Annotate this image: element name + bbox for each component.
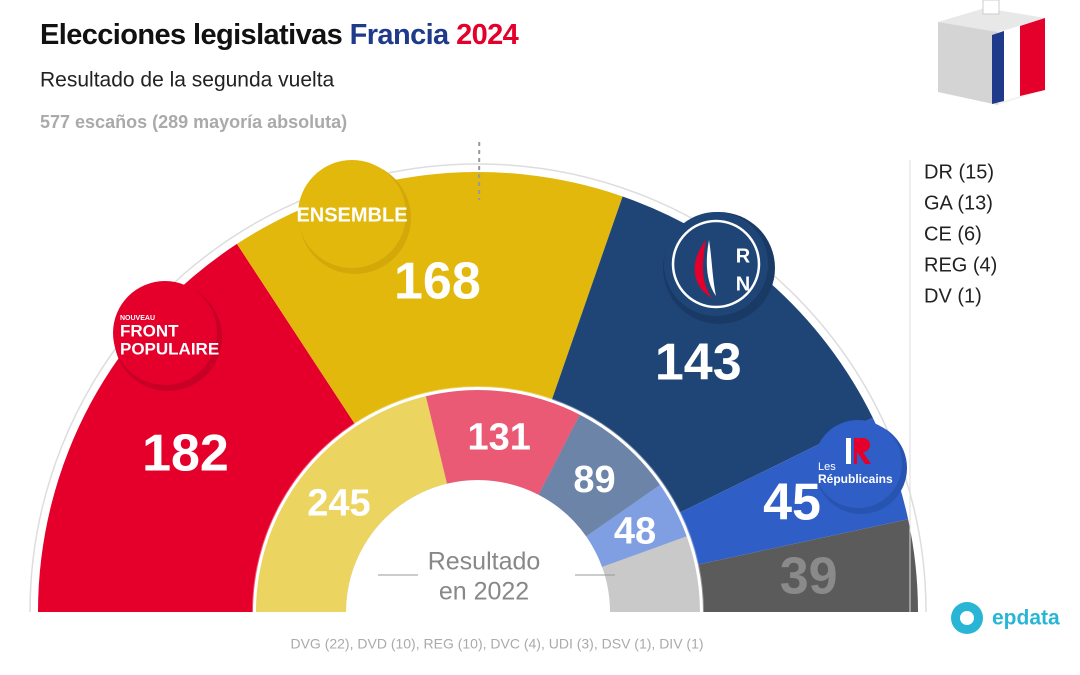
- seat-label: 39: [780, 547, 838, 605]
- title-main: Elecciones legislativas: [40, 19, 342, 51]
- logo-text: ENSEMBLE: [296, 204, 407, 226]
- subtitle: Resultado de la segunda vuelta: [40, 69, 335, 92]
- seat-label: 89: [573, 459, 615, 501]
- brand: epdata: [951, 602, 1060, 634]
- seat-label: 182: [142, 425, 229, 483]
- seat-segment: [586, 484, 687, 567]
- seat-label: 131: [467, 416, 530, 458]
- seat-label: 143: [655, 334, 742, 392]
- logo-rn: R N: [663, 212, 775, 324]
- logo-text: R: [736, 245, 751, 267]
- others-item: DV (1): [924, 285, 982, 307]
- others-2024: DR (15) GA (13) CE (6) REG (4) DV (1): [924, 161, 997, 307]
- seat-label: 45: [763, 473, 821, 531]
- others-item: DR (15): [924, 161, 994, 183]
- logo-nfp: NOUVEAU FRONT POPULAIRE: [113, 281, 222, 391]
- others-item: REG (4): [924, 254, 997, 276]
- others-item: GA (13): [924, 192, 993, 214]
- logo-text: Les: [818, 461, 836, 473]
- brand-text: epdata: [992, 607, 1060, 630]
- seat-label: 48: [614, 510, 656, 552]
- seat-segment: [538, 414, 660, 537]
- logo-text: N: [736, 273, 750, 295]
- seat-segment: [551, 196, 873, 513]
- center-label: Resultado: [428, 548, 541, 576]
- seat-segment: [425, 390, 580, 495]
- title-year: 2024: [456, 19, 519, 51]
- logo-lr: Les Républicains: [814, 420, 907, 514]
- seat-segment: [697, 519, 918, 612]
- logo-text: FRONT: [120, 321, 179, 340]
- logo-text: POPULAIRE: [120, 339, 219, 358]
- center-label: en 2022: [439, 578, 529, 606]
- ballot-box-icon: [938, 0, 1045, 105]
- seat-label: 168: [394, 253, 481, 311]
- seat-segment: [38, 243, 355, 612]
- seat-label: 245: [307, 483, 370, 525]
- guide-arc: [29, 163, 927, 613]
- logo-text: NOUVEAU: [120, 315, 155, 322]
- others-item: CE (6): [924, 223, 982, 245]
- seat-segment: [256, 396, 448, 612]
- seats-note: 577 escaños (289 mayoría absoluta): [40, 112, 347, 132]
- title-country: Francia: [350, 19, 450, 51]
- logo-text: Républicains: [818, 472, 893, 486]
- logo-ensemble: ENSEMBLE: [296, 160, 411, 274]
- footer-others-2022: DVG (22), DVD (10), REG (10), DVC (4), U…: [290, 636, 703, 652]
- title: Elecciones legislativas Francia 2024: [40, 19, 519, 51]
